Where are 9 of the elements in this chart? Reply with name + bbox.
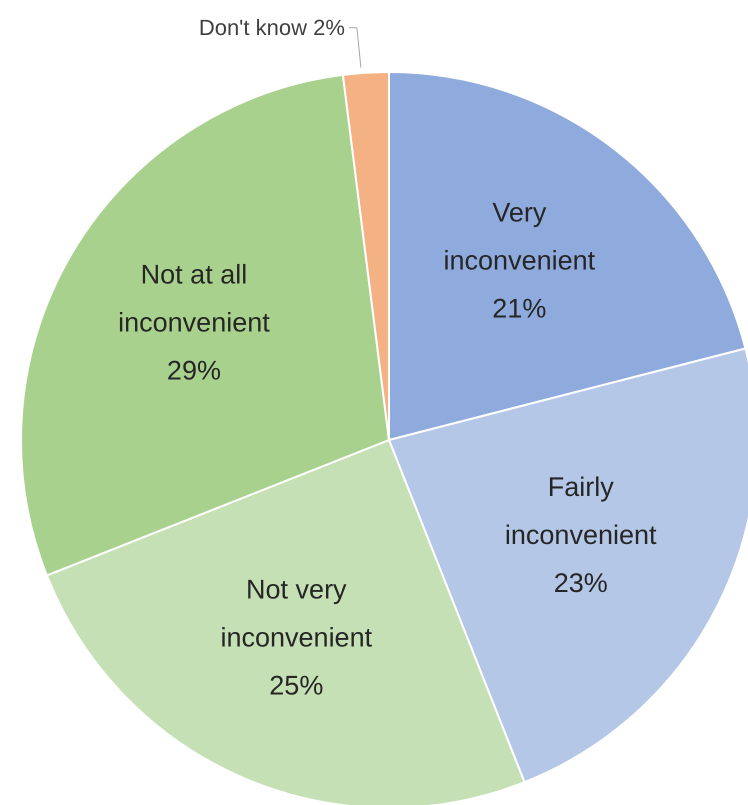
slice-label: Not very inconvenient [220,574,373,653]
data-label: 25% [269,670,324,701]
slice-label: Not at all inconvenient [118,260,270,338]
data-label: 21% [492,294,546,324]
slice-label: Fairly inconvenient [504,472,658,550]
data-label: 23% [554,568,608,598]
slice-label: Don't know 2% [198,15,345,40]
slice-label: Very inconvenient [444,198,596,276]
data-label: 29% [166,356,221,386]
